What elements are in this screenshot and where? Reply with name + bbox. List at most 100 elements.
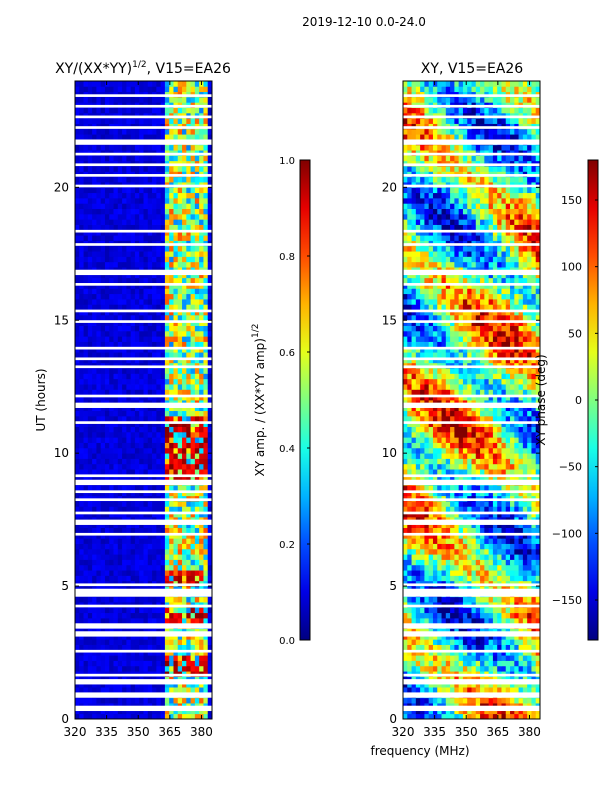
heatmap-cell [92, 134, 97, 140]
heatmap-cell [126, 485, 132, 491]
heatmap-cell [152, 277, 157, 284]
heatmap-cell [411, 708, 417, 715]
heatmap-cell [177, 469, 183, 475]
heatmap-cell [126, 118, 132, 124]
heatmap-cell [92, 607, 97, 614]
heatmap-cell [113, 437, 119, 443]
heatmap-cell [471, 697, 477, 704]
heatmap-cell [480, 713, 485, 720]
heatmap-cell [130, 325, 136, 332]
heatmap-cell [415, 644, 421, 651]
heatmap-cell [113, 166, 119, 172]
heatmap-cell [164, 639, 170, 645]
heatmap-cell [177, 346, 183, 353]
heatmap-cell [126, 341, 132, 348]
heatmap-cell [109, 155, 114, 162]
heatmap-cell [467, 543, 472, 550]
heatmap-cell [454, 655, 460, 661]
heatmap-cell [152, 564, 157, 571]
heatmap-cell [156, 405, 162, 412]
heatmap-cell [160, 330, 166, 337]
heatmap-cell [424, 548, 430, 555]
heatmap-cell [173, 511, 179, 518]
flagged-interval [75, 394, 212, 398]
heatmap-cell [143, 251, 149, 257]
heatmap-cell [420, 660, 425, 667]
heatmap-cell [488, 564, 494, 571]
heatmap-cell [199, 219, 204, 225]
heatmap-cell [117, 665, 123, 672]
heatmap-cell [182, 575, 187, 582]
figure-suptitle: 2019-12-10 0.0-24.0 [302, 15, 426, 29]
heatmap-cell [488, 570, 494, 576]
heatmap-cell [173, 490, 179, 497]
heatmap-cell [113, 272, 119, 279]
heatmap-cell [130, 155, 136, 162]
heatmap-cell [445, 655, 451, 661]
heatmap-cell [96, 575, 102, 582]
heatmap-cell [130, 713, 136, 720]
heatmap-cell [75, 107, 80, 114]
heatmap-cell [203, 293, 209, 300]
heatmap-cell [75, 543, 80, 550]
heatmap-cell [83, 527, 89, 534]
heatmap-cell [186, 469, 191, 475]
heatmap-cell [113, 368, 119, 374]
heatmap-cell [492, 617, 498, 624]
heatmap-cell [169, 192, 174, 199]
heatmap-cell [156, 197, 162, 204]
heatmap-cell [203, 410, 209, 417]
heatmap-cell [420, 575, 425, 582]
heatmap-cell [143, 352, 149, 358]
heatmap-cell [96, 713, 102, 720]
heatmap-cell [130, 474, 136, 481]
heatmap-cell [109, 288, 114, 295]
heatmap-cell [113, 559, 119, 566]
heatmap-cell [199, 256, 204, 263]
heatmap-cell [100, 384, 106, 390]
heatmap-cell [126, 394, 132, 401]
heatmap-cell [75, 134, 80, 140]
heatmap-cell [96, 81, 102, 87]
heatmap-cell [130, 304, 136, 311]
heatmap-cell [147, 261, 153, 268]
heatmap-cell [445, 559, 451, 566]
heatmap-cell [117, 639, 123, 645]
heatmap-cell [173, 644, 179, 651]
heatmap-cell [83, 219, 89, 225]
heatmap-cell [139, 304, 144, 311]
heatmap-cell [403, 570, 408, 576]
heatmap-cell [203, 192, 209, 199]
heatmap-cell [203, 437, 209, 443]
heatmap-cell [126, 314, 132, 321]
heatmap-cell [203, 463, 209, 470]
heatmap-cell [100, 378, 106, 385]
heatmap-cell [173, 649, 179, 656]
heatmap-cell [87, 261, 93, 268]
heatmap-cell [126, 155, 132, 162]
heatmap-cell [147, 118, 153, 124]
heatmap-cell [203, 298, 209, 305]
heatmap-cell [203, 681, 209, 688]
heatmap-cell [203, 649, 209, 656]
heatmap-cell [100, 447, 106, 454]
heatmap-cell [117, 219, 123, 225]
flagged-interval [75, 283, 212, 286]
heatmap-cell [126, 128, 132, 135]
heatmap-cell [96, 144, 102, 151]
heatmap-cell [173, 442, 179, 449]
heatmap-cell [407, 633, 412, 640]
heatmap-cell [79, 660, 84, 667]
heatmap-cell [164, 341, 170, 348]
heatmap-cell [152, 474, 157, 481]
heatmap-cell [152, 421, 157, 427]
heatmap-cell [83, 548, 89, 555]
heatmap-cell [96, 469, 102, 475]
heatmap-cell [186, 708, 191, 715]
heatmap-cell [432, 649, 438, 656]
heatmap-cell [139, 469, 144, 475]
heatmap-cell [83, 96, 89, 103]
heatmap-cell [164, 410, 170, 417]
heatmap-cell [109, 314, 114, 321]
heatmap-cell [130, 665, 136, 672]
